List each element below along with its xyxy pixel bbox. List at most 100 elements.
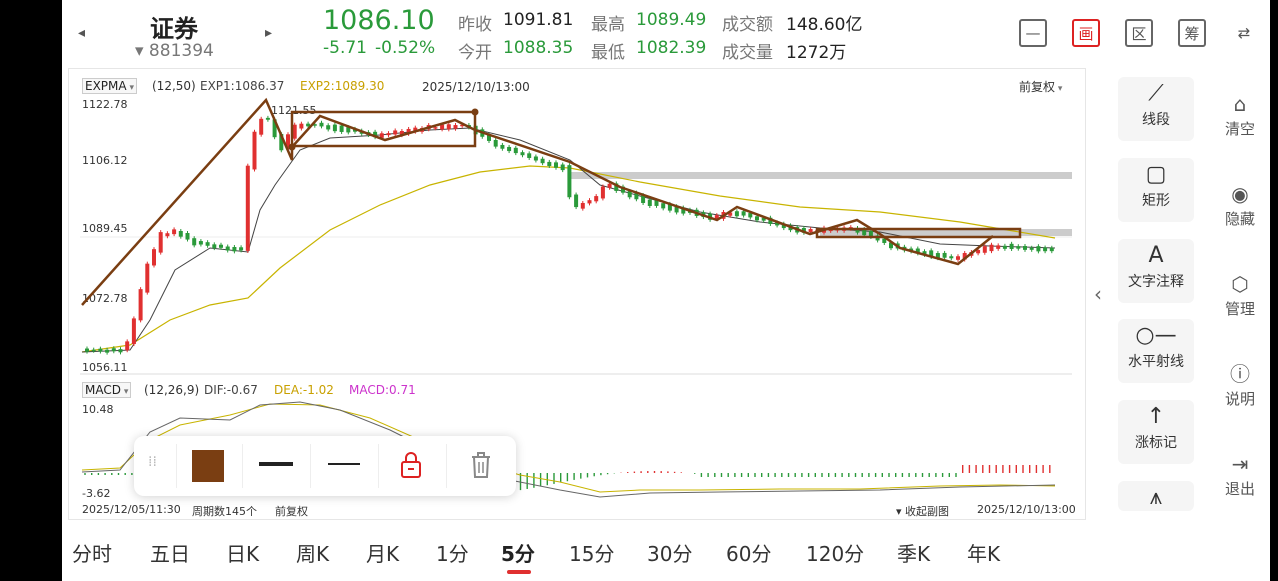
collapse-tools-chevron-icon[interactable]: ‹ <box>1094 282 1102 306</box>
candle <box>239 247 244 251</box>
tool-rise-mark[interactable]: ↑ 涨标记 <box>1118 400 1194 464</box>
clear-button[interactable]: ⌂ 清空 <box>1214 90 1266 139</box>
candle <box>828 229 833 232</box>
candle <box>962 252 967 260</box>
tool-more[interactable]: ⩚ <box>1118 481 1194 511</box>
line-width-button[interactable] <box>259 462 293 466</box>
tool-text-note[interactable]: A 文字注释 <box>1118 239 1194 303</box>
timeframe-tab[interactable]: 月K <box>366 542 400 566</box>
y-tick-1: 1122.78 <box>82 98 128 111</box>
timeframe-tab[interactable]: 日K <box>226 542 260 566</box>
dropdown-icon: ▾ <box>1055 84 1063 94</box>
candle <box>614 183 619 191</box>
peak-price-label: 1121.55 <box>271 104 317 117</box>
candle <box>587 200 592 204</box>
trend-segment-drawing[interactable] <box>81 97 994 306</box>
candle <box>185 233 190 240</box>
manage-button[interactable]: ⬡ 管理 <box>1214 270 1266 319</box>
adjust-selector[interactable]: 前复权 ▾ <box>1019 78 1062 95</box>
candle <box>996 245 1001 249</box>
candle <box>801 227 806 233</box>
tool-segment[interactable]: ⟋ 线段 <box>1118 77 1194 141</box>
candle <box>714 215 719 219</box>
next-stock-arrow[interactable]: ▸ <box>265 25 273 41</box>
timeframe-tab[interactable]: 季K <box>897 542 931 566</box>
tool-horizontal-ray[interactable]: ○— 水平射线 <box>1118 319 1194 383</box>
timeframe-tab[interactable]: 120分 <box>806 542 865 566</box>
chips-button[interactable]: 筹 <box>1178 19 1206 47</box>
candle <box>413 127 418 132</box>
timeframe-tab[interactable]: 年K <box>967 542 1001 566</box>
y-tick-2: 1106.12 <box>82 154 128 167</box>
range-button[interactable]: 区 <box>1125 19 1153 47</box>
drag-handle-icon[interactable]: ⁞⁞ <box>148 454 157 470</box>
timeframe-tab[interactable]: 15分 <box>569 542 615 566</box>
candle <box>332 124 337 132</box>
candle <box>299 123 304 129</box>
timeframe-tab[interactable]: 周K <box>296 542 330 566</box>
rotate-screen-button[interactable]: ⇄ <box>1237 24 1251 42</box>
handle-dot[interactable] <box>288 143 296 151</box>
price-change: -5.71 <box>323 38 367 58</box>
question-icon: ⓘ <box>1230 362 1250 386</box>
gap-band <box>820 229 1072 236</box>
exit-button[interactable]: ⇥ 退出 <box>1214 450 1266 499</box>
timeframe-tab[interactable]: 分时 <box>72 542 112 566</box>
candle <box>681 207 686 214</box>
candle <box>862 229 867 236</box>
candle <box>259 118 264 135</box>
timeframe-tab[interactable]: 30分 <box>647 542 693 566</box>
indicator-params: (12,50) <box>152 79 196 93</box>
macd-selector[interactable]: MACD ▾ <box>82 382 132 398</box>
candle <box>547 161 552 167</box>
candle <box>440 124 445 130</box>
rectangle-drawing[interactable] <box>290 110 477 148</box>
candle <box>279 133 284 151</box>
gap-band <box>570 172 1072 179</box>
candle <box>346 127 351 133</box>
candle <box>982 246 987 253</box>
dropdown-icon: ▾ <box>120 387 129 397</box>
candle <box>855 227 860 233</box>
draw-button[interactable]: 画 <box>1072 19 1100 47</box>
right-black-bar <box>1270 0 1278 581</box>
candle <box>125 341 130 351</box>
timeframe-tab[interactable]: 五日 <box>150 542 190 566</box>
tool-label: 水平射线 <box>1128 354 1184 370</box>
y-tick-5: 1056.11 <box>82 361 128 374</box>
line-style-button[interactable] <box>328 463 360 465</box>
lock-icon[interactable] <box>399 450 423 480</box>
trash-icon[interactable] <box>469 450 493 480</box>
candle <box>594 196 599 202</box>
rectangle-drawing[interactable] <box>815 227 1022 239</box>
candle <box>158 232 163 253</box>
candle <box>755 216 759 221</box>
candle <box>882 238 887 243</box>
candle <box>600 186 605 199</box>
candle <box>165 233 170 237</box>
timeframe-tab[interactable]: 60分 <box>726 542 772 566</box>
candle <box>1009 243 1014 250</box>
timeframe-tab[interactable]: 5分 <box>501 542 535 566</box>
minimize-button[interactable]: — <box>1019 19 1047 47</box>
stock-code[interactable]: ▾ 881394 <box>135 41 214 61</box>
color-swatch-button[interactable] <box>192 450 224 482</box>
footer-adjust: 前复权 <box>275 505 308 518</box>
tool-rectangle[interactable]: ▢ 矩形 <box>1118 158 1194 222</box>
ray-icon: ○— <box>1135 323 1177 348</box>
collapse-subchart-button[interactable]: ▾ 收起副图 <box>896 503 949 519</box>
hide-button[interactable]: ◉ 隐藏 <box>1214 180 1266 229</box>
end-time: 2025/12/10/13:00 <box>977 503 1076 516</box>
candle <box>393 130 398 135</box>
side-label: 清空 <box>1224 120 1255 138</box>
indicator-selector[interactable]: EXPMA ▾ <box>82 78 137 94</box>
timeframe-tab[interactable]: 1分 <box>436 542 469 566</box>
prev-stock-arrow[interactable]: ◂ <box>78 25 86 41</box>
low-label: 最低 <box>591 43 625 63</box>
help-button[interactable]: ⓘ 说明 <box>1214 360 1266 409</box>
dif-label: DIF:-0.67 <box>204 383 258 397</box>
rectangle-icon: ▢ <box>1145 162 1167 187</box>
handle-dot[interactable] <box>471 108 479 116</box>
y-tick-4: 1072.78 <box>82 292 128 305</box>
